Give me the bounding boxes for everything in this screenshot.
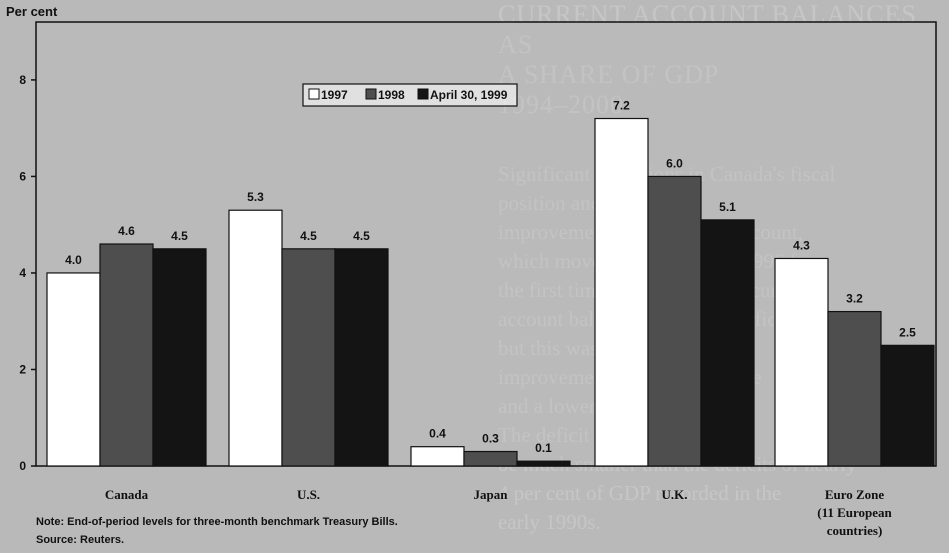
chart-source: Source: Reuters.	[36, 534, 125, 546]
bar	[152, 248, 207, 467]
y-tick-label: 8	[19, 73, 26, 87]
bar	[880, 344, 935, 467]
data-label: 6.0	[666, 156, 683, 170]
data-label: 0.1	[535, 441, 552, 455]
bar	[516, 460, 571, 467]
data-label: 0.3	[482, 432, 499, 446]
x-axis: Canada U.S. Japan U.K. Euro Zone (11 European…	[105, 487, 893, 538]
x-tick-label: U.K.	[662, 487, 688, 502]
data-label: 4.6	[118, 224, 135, 238]
legend-label: April 30, 1999	[430, 88, 508, 102]
bar	[774, 257, 829, 467]
legend: 1997 1998 April 30, 1999	[302, 83, 518, 107]
y-tick-label: 6	[19, 169, 26, 183]
x-tick-label: Euro Zone (11 European countries)	[817, 487, 892, 538]
bar	[594, 117, 649, 467]
bars: 4.0 4.6 4.5 5.3 4.5 4.5 0.4 0.3 0.1 7.2 6.0 5.1 4.3 3…	[46, 99, 935, 467]
y-tick-label: 0	[19, 459, 26, 473]
legend-box	[302, 83, 518, 107]
x-tick-label: U.S.	[297, 487, 320, 502]
data-label: 2.5	[899, 325, 916, 339]
legend-swatch	[308, 88, 320, 100]
data-label: 5.1	[719, 200, 736, 214]
y-axis-label: Per cent	[6, 4, 58, 19]
bar	[410, 446, 465, 467]
y-tick-label: 4	[19, 266, 26, 280]
bar	[827, 310, 882, 467]
data-label: 3.2	[846, 292, 863, 306]
data-label: 0.4	[429, 427, 446, 441]
bar	[46, 272, 101, 467]
data-label: 4.5	[171, 229, 188, 243]
bar	[334, 248, 389, 467]
bar	[647, 175, 702, 467]
x-tick-label: Japan	[474, 487, 509, 502]
y-tick-label: 2	[19, 362, 26, 376]
data-label: 4.0	[65, 253, 82, 267]
bar	[228, 209, 283, 467]
chart-note: Note: End-of-period levels for three-mon…	[36, 516, 398, 528]
data-label: 4.5	[353, 229, 370, 243]
x-tick-label: Canada	[105, 487, 149, 502]
data-label: 4.3	[793, 238, 810, 252]
data-label: 5.3	[247, 190, 264, 204]
bar	[463, 450, 518, 467]
y-axis: 0 2 4 6 8	[19, 73, 36, 473]
legend-swatch	[417, 88, 429, 100]
legend-label: 1997	[321, 88, 348, 102]
data-label: 7.2	[613, 99, 630, 113]
bar	[99, 243, 154, 467]
bar	[700, 219, 755, 467]
legend-label: 1998	[378, 88, 405, 102]
legend-swatch	[365, 88, 377, 100]
data-label: 4.5	[300, 229, 317, 243]
bar	[281, 248, 336, 467]
